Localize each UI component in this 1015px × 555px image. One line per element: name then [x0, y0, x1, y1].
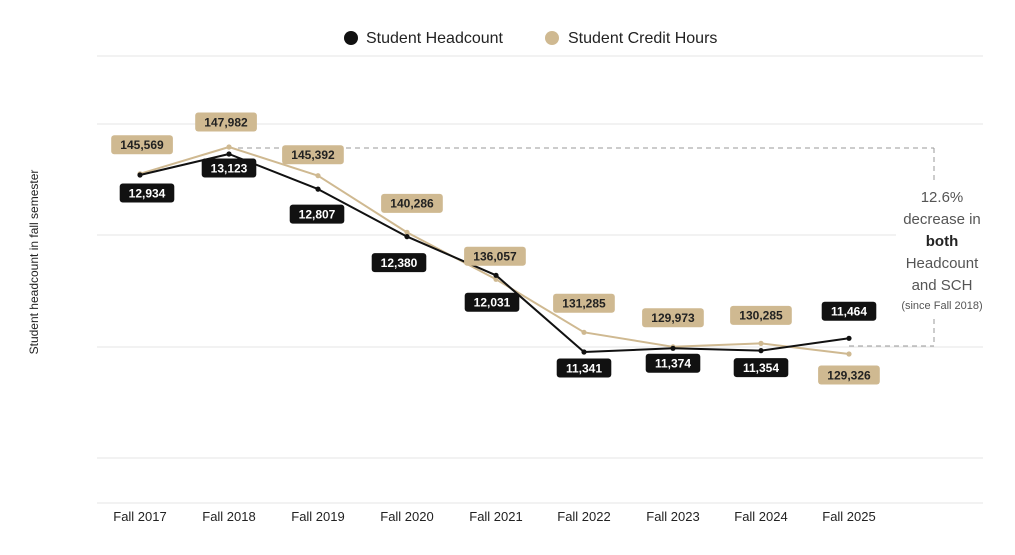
x-tick-label: Fall 2021 [469, 509, 522, 524]
data-label-headcount: 12,934 [119, 183, 175, 203]
annotation-background [896, 182, 994, 318]
data-label-headcount: 12,031 [464, 292, 520, 312]
data-label-headcount: 11,354 [733, 358, 789, 378]
data-label-text: 145,392 [291, 148, 335, 162]
series-layer [137, 144, 852, 357]
data-point-credit-hours [758, 340, 764, 346]
data-label-box [733, 358, 789, 378]
x-tick-label: Fall 2020 [380, 509, 433, 524]
data-point-headcount [581, 349, 587, 355]
data-label-text: 13,123 [211, 161, 248, 175]
data-label-credit-hours: 145,569 [111, 135, 173, 155]
data-label-headcount: 11,374 [645, 353, 701, 373]
data-label-credit-hours: 147,982 [195, 112, 257, 132]
data-label-credit-hours: 140,286 [381, 193, 443, 213]
data-label-headcount: 12,807 [289, 204, 345, 224]
data-point-headcount [404, 234, 410, 240]
data-label-text: 12,807 [299, 207, 336, 221]
data-label-box [818, 365, 880, 385]
annotation-bold: both [926, 233, 958, 250]
legend-marker-credit-hours [545, 31, 559, 45]
legend: Student Headcount Student Credit Hours [344, 30, 717, 47]
annotation-note: (since Fall 2018) [901, 300, 982, 312]
annotation-percent: 12.6% [921, 189, 964, 206]
annotation-line: decrease in [903, 211, 981, 228]
data-label-credit-hours: 129,973 [642, 308, 704, 328]
data-point-credit-hours [226, 144, 232, 150]
data-label-headcount: 13,123 [201, 158, 257, 178]
data-label-text: 129,973 [651, 311, 695, 325]
data-label-text: 11,354 [743, 361, 779, 375]
legend-marker-headcount [344, 31, 358, 45]
data-point-headcount [493, 272, 499, 278]
data-point-headcount [846, 335, 852, 341]
data-label-box [371, 253, 427, 273]
data-point-credit-hours [846, 351, 852, 357]
data-point-credit-hours [581, 329, 587, 335]
x-tick-label: Fall 2019 [291, 509, 344, 524]
data-label-box [282, 145, 344, 165]
data-label-text: 145,569 [120, 138, 164, 152]
data-label-box [553, 293, 615, 313]
data-label-box [642, 308, 704, 328]
data-point-headcount [758, 348, 764, 354]
data-labels-layer: 145,569 147,982 145,392 140,286 136,057 131,2… [111, 112, 880, 385]
data-point-headcount [137, 172, 143, 178]
y-axis-label: Student headcount in fall semester [27, 170, 41, 355]
decrease-annotation: 12.6% decrease in both Headcount and SCH… [901, 189, 982, 312]
data-label-text: 136,057 [473, 250, 517, 264]
decrease-bracket: 12.6% decrease in both Headcount and SCH… [229, 147, 994, 347]
data-label-box [645, 353, 701, 373]
data-label-text: 147,982 [204, 115, 248, 129]
legend-label-credit-hours: Student Credit Hours [568, 30, 717, 47]
data-label-box [119, 183, 175, 203]
data-label-credit-hours: 129,326 [818, 365, 880, 385]
data-label-box [111, 135, 173, 155]
data-point-headcount [226, 151, 232, 157]
data-label-box [821, 301, 877, 321]
x-tick-label: Fall 2025 [822, 509, 875, 524]
data-label-box [730, 305, 792, 325]
data-label-text: 131,285 [562, 297, 606, 311]
data-label-text: 11,374 [655, 357, 691, 371]
x-axis: Fall 2017 Fall 2018 Fall 2019 Fall 2020 … [113, 509, 875, 524]
x-tick-label: Fall 2022 [557, 509, 610, 524]
legend-label-headcount: Student Headcount [366, 30, 504, 47]
data-label-headcount: 11,464 [821, 301, 877, 321]
data-label-box [201, 158, 257, 178]
x-tick-label: Fall 2017 [113, 509, 166, 524]
data-label-credit-hours: 145,392 [282, 145, 344, 165]
data-label-headcount: 11,341 [556, 358, 612, 378]
data-label-box [464, 292, 520, 312]
data-label-text: 129,326 [827, 368, 871, 382]
data-label-text: 12,031 [474, 296, 511, 310]
data-label-credit-hours: 131,285 [553, 293, 615, 313]
data-label-credit-hours: 130,285 [730, 305, 792, 325]
data-label-box [381, 193, 443, 213]
data-point-headcount [670, 345, 676, 351]
data-point-credit-hours [404, 229, 410, 235]
annotation-line: and SCH [912, 277, 973, 294]
data-label-box [195, 112, 257, 132]
data-label-credit-hours: 136,057 [464, 246, 526, 266]
data-label-box [464, 246, 526, 266]
data-label-text: 11,464 [831, 305, 867, 319]
annotation-line: Headcount [906, 255, 979, 272]
data-label-box [556, 358, 612, 378]
data-label-text: 12,934 [129, 186, 166, 200]
data-point-headcount [315, 186, 321, 192]
data-label-text: 130,285 [739, 309, 783, 323]
data-point-credit-hours [493, 276, 499, 282]
x-tick-label: Fall 2024 [734, 509, 787, 524]
data-label-text: 140,286 [390, 197, 434, 211]
data-label-text: 12,380 [381, 256, 418, 270]
data-label-box [289, 204, 345, 224]
data-point-credit-hours [315, 173, 321, 179]
data-label-headcount: 12,380 [371, 253, 427, 273]
x-tick-label: Fall 2023 [646, 509, 699, 524]
x-tick-label: Fall 2018 [202, 509, 255, 524]
data-label-text: 11,341 [566, 361, 602, 375]
